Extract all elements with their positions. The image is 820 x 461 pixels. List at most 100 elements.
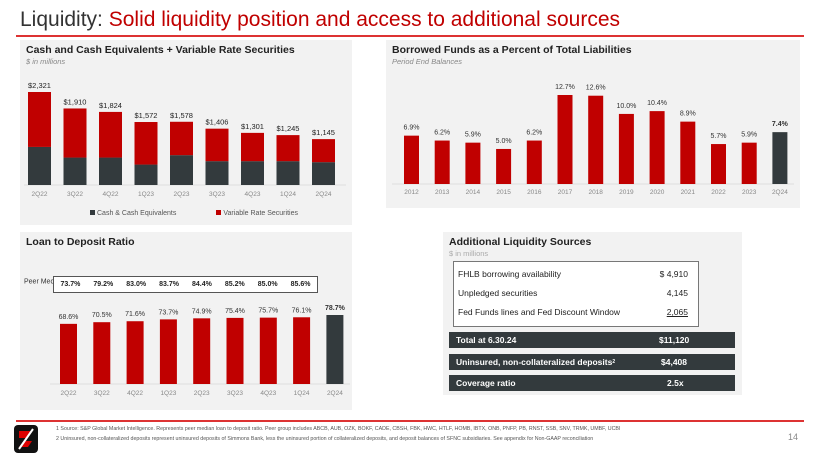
data-label: 71.6% [125, 311, 145, 318]
data-label: 73.7% [158, 309, 178, 316]
data-label: $1,301 [241, 122, 264, 131]
peer-median-value: 83.0% [126, 281, 147, 288]
borrowed-chart: 6.9% 2012 6.2% 2013 5.9% 2014 5.0% 2015 6.2% 2016… [392, 84, 794, 196]
tick-label: 2012 [404, 189, 419, 196]
bar [649, 111, 665, 184]
tick-label: 2Q22 [32, 191, 48, 198]
data-label: 76.1% [292, 307, 312, 314]
ltd-chart-panel: Loan to Deposit Ratio Peer Median1 73.7%… [20, 232, 352, 410]
tick-label: 2014 [466, 189, 481, 196]
bar-cash [28, 146, 51, 185]
peer-median-value: 83.7% [159, 281, 179, 288]
title-prefix: Liquidity: [20, 8, 109, 31]
data-label: $1,406 [206, 118, 229, 127]
tick-label: 4Q23 [245, 191, 261, 198]
data-label: 5.9% [465, 132, 481, 139]
data-label: $1,578 [170, 111, 193, 120]
data-label: 75.4% [225, 308, 245, 315]
bar [404, 135, 419, 184]
data-label: 8.9% [680, 111, 696, 118]
source-row: Unpledged securities 4,145 [458, 288, 688, 298]
bar-cash [276, 161, 300, 185]
tick-label: 1Q24 [294, 390, 310, 397]
bar-cash [312, 162, 335, 185]
cash-chart: $2,321 2Q22 $1,910 3Q22 $1,824 4Q22 $1,572 1Q23… [24, 81, 346, 198]
bar [526, 140, 542, 184]
bar [193, 318, 211, 384]
data-label: $1,910 [64, 97, 87, 106]
tick-label: 1Q24 [280, 191, 296, 198]
bar [93, 322, 111, 384]
bar [680, 121, 696, 184]
bar-securities [241, 132, 264, 162]
chart-title: Loan to Deposit Ratio [26, 236, 135, 248]
coverage-row: Coverage ratio 2.5x [449, 375, 735, 391]
bar-securities [312, 139, 335, 163]
tick-label: 4Q23 [260, 390, 276, 397]
data-label: 10.0% [616, 103, 636, 110]
bar-cash [99, 157, 122, 185]
tick-label: 3Q22 [67, 191, 83, 198]
bar [326, 315, 344, 384]
data-label: 12.6% [586, 85, 606, 92]
tick-label: 3Q23 [209, 191, 225, 198]
legend-securities: Variable Rate Securities [216, 210, 298, 217]
sources-table: FHLB borrowing availability $ 4,910 Unple… [453, 261, 699, 327]
data-label: 7.4% [772, 121, 789, 128]
tick-label: 2Q22 [61, 390, 77, 397]
data-label: 78.7% [325, 305, 346, 312]
bar-cash [134, 164, 158, 185]
chart-title: Borrowed Funds as a Percent of Total Lia… [392, 44, 632, 56]
chart-title: Cash and Cash Equivalents + Variable Rat… [26, 44, 295, 56]
bar-securities [170, 121, 193, 156]
title-accent: Solid liquidity position and access to a… [108, 8, 621, 31]
data-label: 5.7% [711, 133, 727, 140]
tick-label: 2023 [742, 189, 757, 196]
peer-median-value: 85.0% [257, 281, 278, 288]
total-row: Total at 6.30.24 $11,120 [449, 332, 735, 348]
tick-label: 2020 [650, 189, 665, 196]
tick-label: 4Q22 [127, 390, 143, 397]
tick-label: 2Q24 [772, 189, 788, 196]
tick-label: 4Q22 [103, 191, 119, 198]
bar [159, 319, 177, 384]
data-label: 5.9% [741, 132, 757, 139]
bar [226, 317, 244, 384]
tick-label: 1Q23 [138, 191, 154, 198]
footnote-2: 2 Uninsured, non-collateralized deposits… [56, 436, 594, 442]
data-label: 6.2% [526, 130, 542, 137]
footnote-1: 1 Source: S&P Global Market Intelligence… [56, 426, 621, 432]
cash-chart-panel: Cash and Cash Equivalents + Variable Rat… [20, 40, 352, 225]
footer-divider [16, 420, 804, 422]
bar [60, 323, 77, 384]
chart-subtitle: Period End Balances [392, 57, 463, 66]
bar-securities [63, 108, 87, 158]
peer-median-value: 84.4% [192, 281, 212, 288]
divider [16, 35, 804, 37]
bar-securities [99, 111, 122, 158]
tick-label: 3Q23 [227, 390, 243, 397]
tick-label: 2021 [681, 189, 696, 196]
data-label: 74.9% [192, 308, 212, 315]
data-label: 68.6% [59, 314, 79, 321]
bar [588, 95, 604, 184]
tick-label: 2022 [711, 189, 726, 196]
bar [434, 140, 450, 184]
tick-label: 2017 [558, 189, 573, 196]
bar [293, 317, 311, 384]
bar-securities [28, 92, 51, 147]
data-label: 5.0% [496, 138, 512, 145]
data-label: $1,245 [277, 124, 300, 133]
chart-subtitle: $ in millions [26, 57, 66, 66]
peer-median-value: 73.7% [60, 281, 81, 288]
peer-median-box: 73.7% 79.2% 83.0% 83.7% 84.4% 85.2% 85.0% 85.6% [53, 276, 318, 293]
data-label: $2,321 [28, 81, 51, 90]
bar-cash [241, 161, 264, 185]
bar [772, 132, 788, 184]
bar-securities [276, 135, 300, 162]
source-row: Fed Funds lines and Fed Discount Window 2… [458, 307, 688, 317]
uninsured-row: Uninsured, non-collateralized deposits 2 $… [449, 354, 735, 370]
liquidity-sources-panel: Additional Liquidity Sources $ in millio… [443, 232, 742, 395]
section-title: Additional Liquidity Sources [449, 236, 592, 248]
page-title: Liquidity: Solid liquidity position and … [20, 8, 620, 32]
